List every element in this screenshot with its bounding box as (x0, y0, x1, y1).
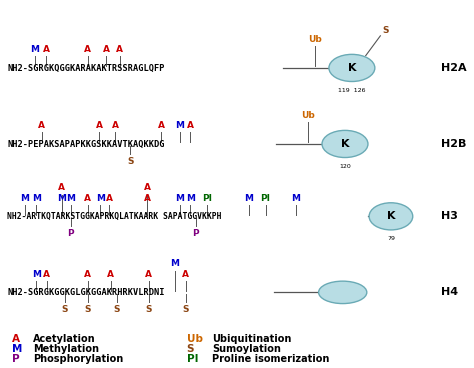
Text: A: A (187, 121, 194, 130)
Text: P: P (192, 229, 199, 238)
Text: M: M (30, 45, 39, 54)
Text: Ub: Ub (308, 35, 322, 44)
Text: M: M (244, 194, 253, 203)
Text: M: M (171, 259, 180, 268)
Text: Acetylation: Acetylation (33, 334, 95, 344)
Text: A: A (84, 270, 91, 279)
Text: S: S (127, 157, 134, 166)
Text: Phosphorylation: Phosphorylation (33, 354, 123, 364)
Text: P: P (12, 354, 19, 364)
Text: S: S (62, 305, 68, 314)
Text: A: A (112, 121, 119, 130)
Text: A: A (144, 194, 151, 203)
Text: S: S (383, 26, 389, 35)
Text: PI: PI (261, 194, 271, 203)
Text: PI: PI (186, 354, 198, 364)
Text: A: A (38, 121, 46, 130)
Text: A: A (158, 121, 165, 130)
Text: Ub: Ub (186, 334, 202, 344)
Text: Methylation: Methylation (33, 344, 99, 354)
Text: M: M (32, 194, 41, 203)
Text: A: A (58, 183, 65, 192)
Text: Proline isomerization: Proline isomerization (212, 354, 329, 364)
Text: M: M (186, 194, 195, 203)
Text: M: M (57, 194, 66, 203)
Text: A: A (182, 270, 189, 279)
Text: A: A (84, 194, 91, 203)
Ellipse shape (322, 130, 368, 158)
Text: M: M (175, 194, 184, 203)
Text: M: M (96, 194, 105, 203)
Text: P: P (67, 229, 74, 238)
Ellipse shape (329, 54, 375, 81)
Text: NH2-SGRGKQGGKARAKAKTRSSRAGLQFP: NH2-SGRGKQGGKARAKAKTRSSRAGLQFP (8, 63, 165, 72)
Text: Ubiquitination: Ubiquitination (212, 334, 291, 344)
Text: 79: 79 (387, 236, 395, 241)
Text: Sumoylation: Sumoylation (212, 344, 281, 354)
Text: A: A (117, 45, 123, 54)
Text: S: S (113, 305, 120, 314)
Text: M: M (175, 121, 184, 130)
Text: A: A (84, 45, 91, 54)
Text: M: M (32, 270, 41, 279)
Text: PI: PI (202, 194, 212, 203)
Text: 120: 120 (339, 164, 351, 169)
Text: A: A (107, 270, 114, 279)
Text: A: A (144, 183, 151, 192)
Text: S: S (182, 305, 189, 314)
Text: S: S (146, 305, 152, 314)
Text: A: A (43, 45, 50, 54)
Text: K: K (341, 139, 349, 149)
Text: H2B: H2B (441, 139, 467, 149)
Text: A: A (103, 45, 109, 54)
Text: A: A (96, 121, 103, 130)
Text: Ub: Ub (301, 111, 315, 120)
Ellipse shape (319, 281, 367, 304)
Text: K: K (387, 211, 395, 221)
Text: H2A: H2A (441, 63, 467, 73)
Text: M: M (66, 194, 75, 203)
Text: M: M (292, 194, 301, 203)
Text: A: A (146, 270, 152, 279)
Text: M: M (20, 194, 29, 203)
Text: A: A (44, 270, 50, 279)
Text: H4: H4 (441, 287, 458, 297)
Text: S: S (84, 305, 91, 314)
Text: A: A (106, 194, 113, 203)
Text: A: A (12, 334, 20, 344)
Text: 119  126: 119 126 (338, 88, 365, 93)
Text: K: K (347, 63, 356, 73)
Text: M: M (12, 344, 22, 354)
Text: NH2-ARTKQTARKSTGGKAPRKQLATKAARK SAPATGGVKKPH: NH2-ARTKQTARKSTGGKAPRKQLATKAARK SAPATGGV… (8, 212, 222, 221)
Text: NH2-PEPAKSAPAPKKGSKKAVTKAQKKDG: NH2-PEPAKSAPAPKKGSKKAVTKAQKKDG (8, 139, 165, 148)
Text: H3: H3 (441, 211, 458, 221)
Ellipse shape (369, 203, 413, 230)
Text: S: S (186, 344, 194, 354)
Text: NH2-SGRGKGGKGLGKGGAKRHRKVLRDNI: NH2-SGRGKGGKGLGKGGAKRHRKVLRDNI (8, 288, 165, 297)
